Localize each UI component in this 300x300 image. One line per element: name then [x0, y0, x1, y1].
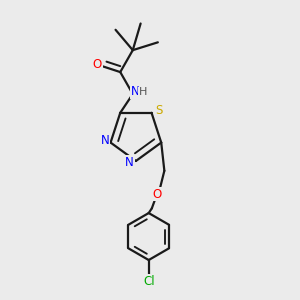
Text: S: S [155, 104, 162, 117]
Text: N: N [100, 134, 109, 147]
Text: O: O [93, 58, 102, 71]
Text: H: H [139, 87, 147, 98]
Text: N: N [131, 85, 140, 98]
Text: O: O [152, 188, 161, 201]
Text: N: N [125, 156, 134, 169]
Text: Cl: Cl [143, 274, 154, 287]
